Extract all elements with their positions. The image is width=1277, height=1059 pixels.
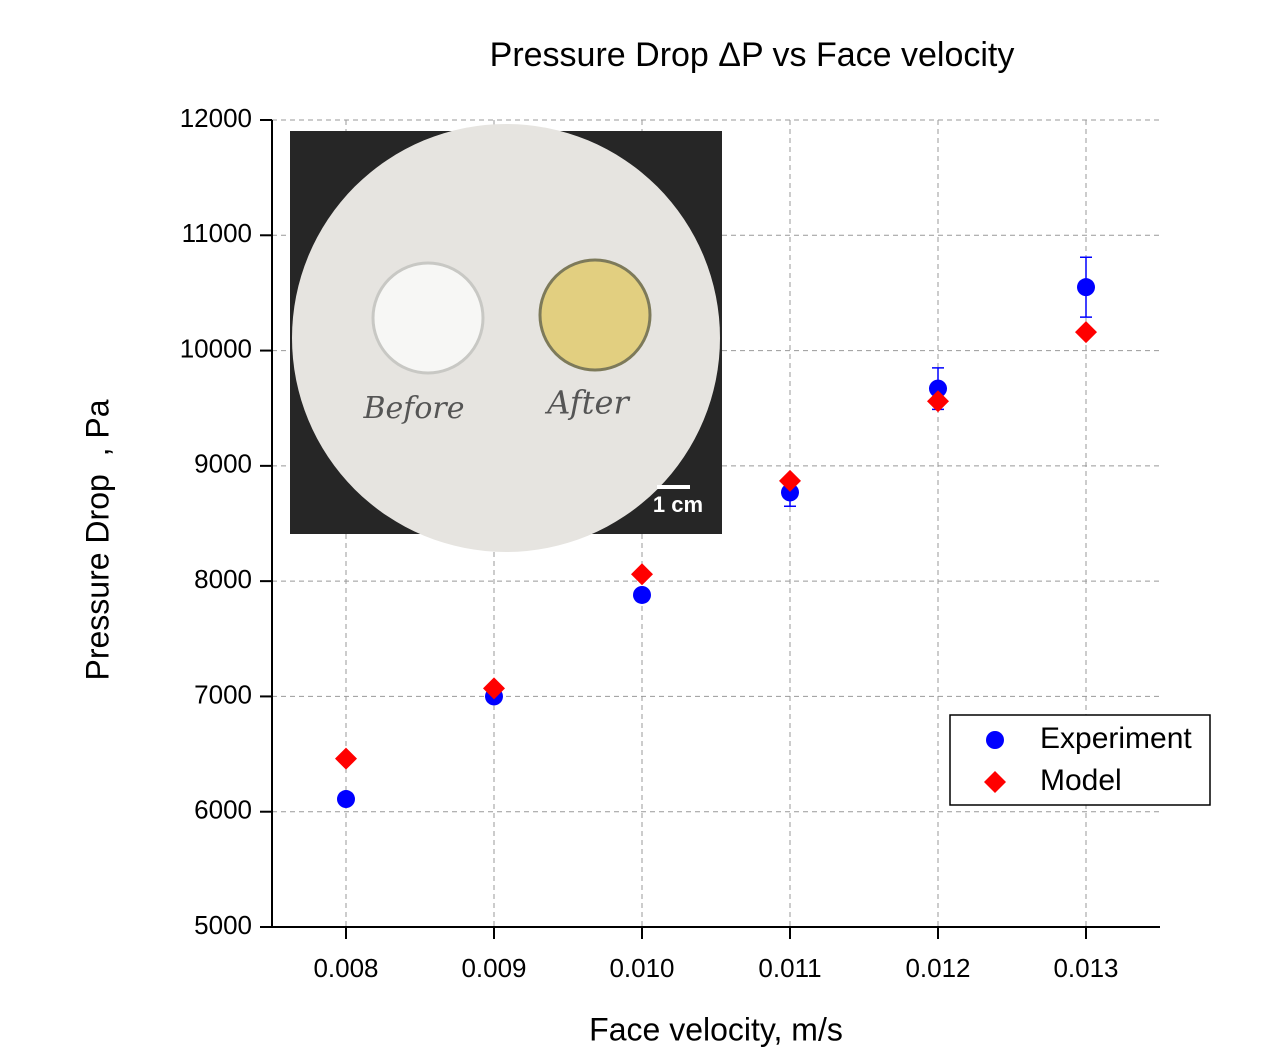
legend-marker [984, 771, 1006, 793]
y-axis-title: Pressure Drop , Pa [79, 399, 115, 680]
x-tick-label: 0.012 [905, 953, 970, 983]
plot-area: 5000 6000 7000 8000 9000 10000 11000 12000 0.008… [180, 103, 1160, 983]
legend: Experiment Model [949, 714, 1211, 806]
x-axis-title: Face velocity, m/s [589, 1011, 843, 1047]
data-point [631, 563, 653, 586]
y-tick-label: 11000 [182, 218, 252, 248]
data-point [929, 379, 947, 398]
data-point [633, 585, 651, 604]
y-tick-label: 12000 [180, 103, 252, 133]
legend-label: Model [1040, 764, 1122, 797]
annotation: Before [362, 391, 464, 426]
data-point [779, 469, 801, 492]
inset-photo: Before After 1 cm [290, 124, 722, 552]
legend-label: Experiment [1040, 722, 1192, 755]
x-tick-label: 0.013 [1053, 953, 1118, 983]
x-tick-label: 0.008 [313, 953, 378, 983]
data-point [781, 483, 799, 502]
data-point [1077, 278, 1095, 297]
y-tick-label: 10000 [180, 333, 252, 363]
annotation: After [544, 384, 630, 422]
data-point [927, 390, 949, 413]
sample-before [371, 261, 485, 375]
filter-disc [292, 124, 720, 552]
y-tick-label: 7000 [194, 679, 252, 709]
y-tick-label: 8000 [194, 564, 252, 594]
data-point [335, 747, 357, 770]
x-tick-label: 0.009 [461, 953, 526, 983]
annotation: 1 cm [653, 492, 703, 517]
chart-title: Pressure Drop ΔP vs Face velocity [490, 36, 1015, 74]
data-point [483, 677, 505, 700]
y-tick-label: 5000 [194, 910, 252, 940]
sample-after [538, 258, 652, 372]
data-point [337, 790, 355, 809]
data-point [1075, 321, 1097, 344]
y-tick-label: 9000 [194, 449, 252, 479]
x-tick-label: 0.011 [758, 953, 821, 983]
x-tick-label: 0.010 [609, 953, 674, 983]
y-tick-label: 6000 [194, 795, 252, 825]
legend-marker [986, 731, 1004, 749]
